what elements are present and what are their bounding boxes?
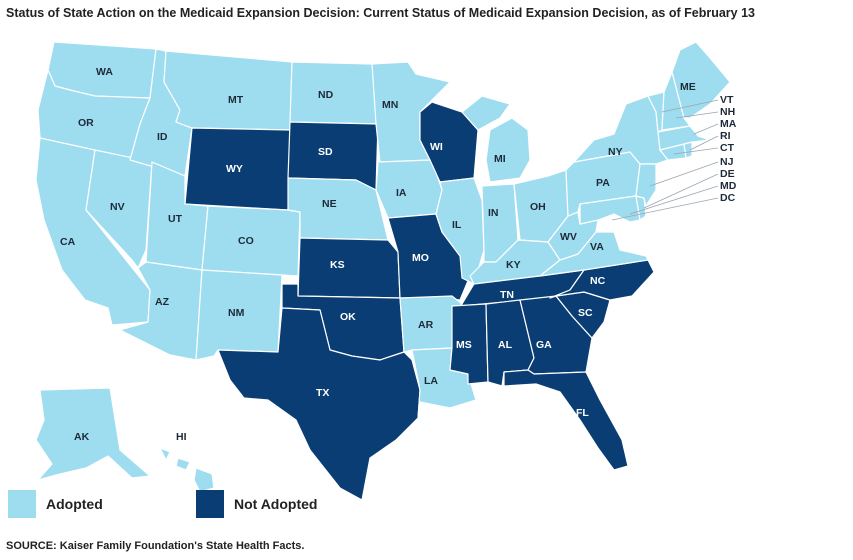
label-fl: FL — [576, 407, 589, 419]
label-ms: MS — [456, 339, 472, 351]
label-mo: MO — [412, 252, 429, 264]
label-ma: MA — [720, 118, 737, 130]
label-ky: KY — [506, 259, 521, 271]
label-or: OR — [78, 117, 94, 129]
label-id: ID — [157, 131, 168, 143]
label-al: AL — [498, 339, 513, 351]
label-md: MD — [720, 180, 737, 192]
label-pa: PA — [596, 177, 610, 189]
state-mt[interactable] — [163, 50, 293, 131]
label-mi: MI — [494, 153, 506, 165]
state-ak[interactable] — [35, 387, 151, 481]
state-il[interactable] — [435, 177, 485, 285]
label-hi: HI — [176, 431, 187, 443]
map-title: Status of State Action on the Medicaid E… — [6, 6, 755, 20]
label-in: IN — [488, 207, 499, 219]
label-ks: KS — [330, 259, 345, 271]
label-ri: RI — [720, 130, 731, 142]
label-la: LA — [424, 375, 438, 387]
label-wv: WV — [560, 231, 577, 243]
label-nm: NM — [228, 307, 245, 319]
label-ca: CA — [60, 236, 76, 248]
label-sd: SD — [318, 146, 333, 158]
label-ut: UT — [168, 213, 183, 225]
label-nd: ND — [318, 89, 334, 101]
label-ak: AK — [74, 431, 90, 443]
legend-not-adopted: Not Adopted — [196, 490, 317, 518]
state-co[interactable] — [201, 205, 301, 277]
label-az: AZ — [155, 296, 170, 308]
label-oh: OH — [530, 201, 546, 213]
label-me: ME — [680, 81, 696, 93]
label-ok: OK — [340, 311, 356, 323]
label-tn: TN — [500, 289, 514, 301]
label-wy: WY — [226, 163, 243, 175]
label-il: IL — [452, 219, 462, 231]
label-tx: TX — [316, 387, 329, 399]
label-wi: WI — [430, 141, 443, 153]
label-mn: MN — [382, 99, 398, 111]
label-ga: GA — [536, 339, 552, 351]
label-ne: NE — [322, 198, 337, 210]
state-ks[interactable] — [297, 237, 401, 299]
state-ma[interactable] — [657, 125, 711, 151]
state-tx[interactable] — [217, 307, 421, 501]
state-nj[interactable] — [635, 163, 657, 207]
state-me[interactable] — [671, 41, 731, 119]
label-ia: IA — [396, 187, 407, 199]
label-wa: WA — [96, 66, 113, 78]
legend-swatch-not-adopted — [196, 490, 224, 518]
label-ny: NY — [608, 146, 623, 158]
label-nv: NV — [110, 201, 125, 213]
state-hi[interactable] — [159, 447, 215, 493]
label-nh: NH — [720, 106, 735, 118]
label-mt: MT — [228, 94, 244, 106]
state-ia[interactable] — [375, 159, 443, 219]
label-vt: VT — [720, 94, 734, 106]
label-co: CO — [238, 235, 254, 247]
label-de: DE — [720, 168, 735, 180]
legend-label-adopted: Adopted — [46, 496, 103, 512]
label-dc: DC — [720, 192, 736, 204]
state-fl[interactable] — [503, 369, 629, 471]
legend-adopted: Adopted — [8, 490, 103, 518]
label-ct: CT — [720, 142, 735, 154]
state-mi[interactable] — [461, 95, 531, 183]
label-ar: AR — [418, 319, 434, 331]
legend-label-not-adopted: Not Adopted — [234, 496, 318, 512]
state-nc[interactable] — [549, 259, 655, 301]
label-va: VA — [590, 241, 604, 253]
legend-swatch-adopted — [8, 490, 36, 518]
label-nj: NJ — [720, 156, 734, 168]
label-sc: SC — [578, 307, 593, 319]
state-nd[interactable] — [289, 61, 379, 125]
label-nc: NC — [590, 275, 606, 287]
state-vt[interactable] — [647, 91, 665, 133]
source-note: SOURCE: Kaiser Family Foundation's State… — [6, 540, 305, 552]
